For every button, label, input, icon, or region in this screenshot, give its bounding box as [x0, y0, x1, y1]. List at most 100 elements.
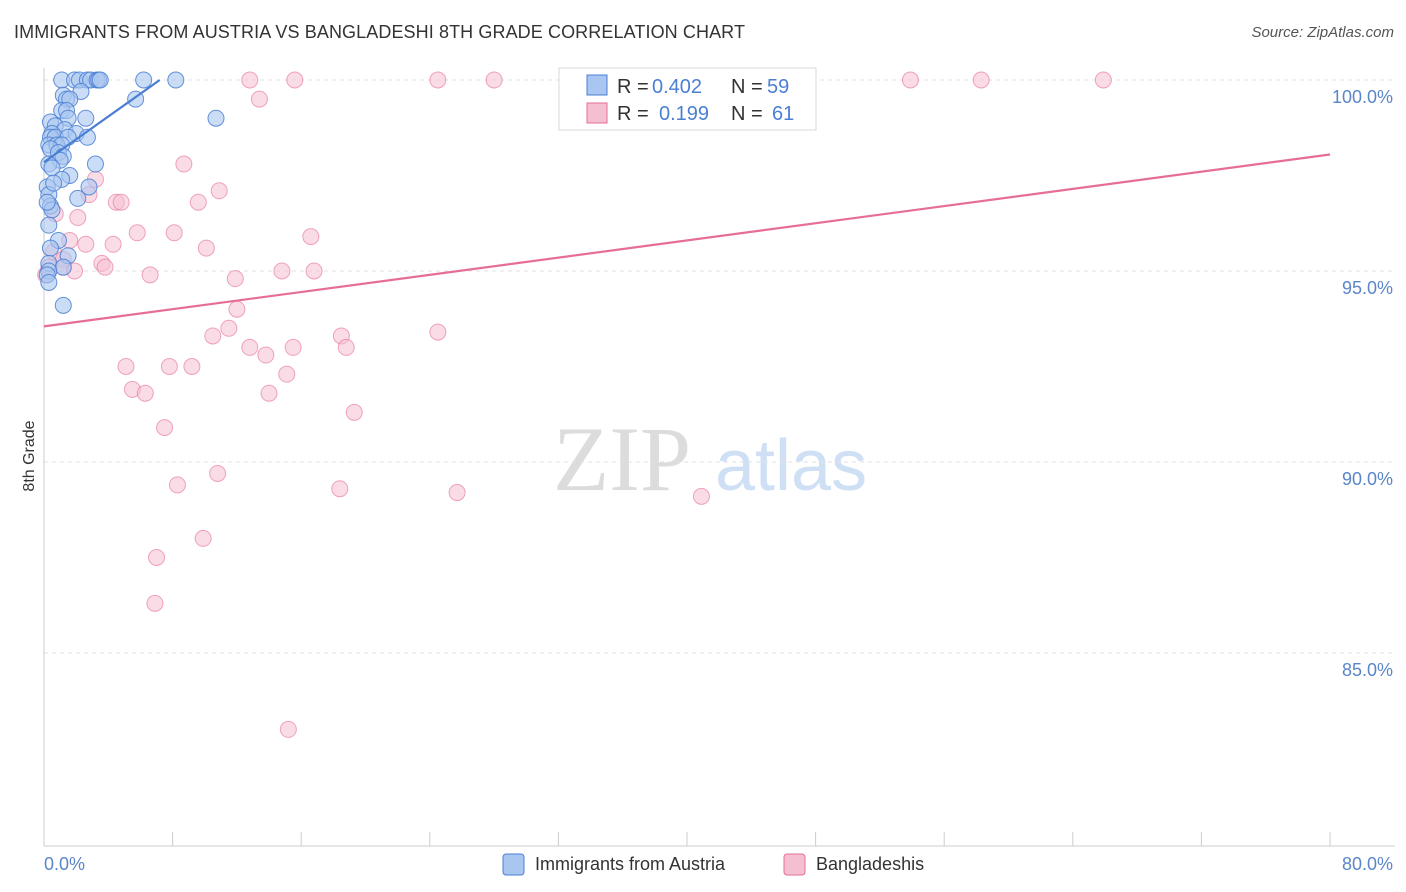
point-bangladeshis-21: [77, 235, 95, 253]
point-bangladeshis-18: [165, 224, 183, 242]
point-bangladeshis-40: [429, 323, 447, 341]
trendline-bangladeshis: [43, 153, 1331, 328]
point-austria-57: [38, 193, 56, 211]
legend-r-value-bangladeshis: 0.199: [659, 103, 709, 125]
point-bangladeshis-57: [448, 484, 466, 502]
chart-source: Source: ZipAtlas.com: [1251, 24, 1394, 41]
point-austria-7: [91, 71, 109, 89]
x-axis-ticks: [43, 832, 1331, 846]
y-tick-label-0: 100.0%: [1332, 87, 1393, 107]
y-tick-labels: 100.0% 95.0% 90.0% 85.0%: [1332, 87, 1393, 680]
point-bangladeshis-8: [175, 155, 193, 173]
point-bangladeshis-27: [96, 258, 114, 276]
point-bangladeshis-4: [901, 71, 919, 89]
point-austria-47: [40, 216, 58, 234]
series-bangladeshis: [37, 71, 1112, 738]
point-bangladeshis-54: [209, 464, 227, 482]
point-bangladeshis-51: [260, 384, 278, 402]
point-bangladeshis-17: [128, 224, 146, 242]
legend-n-value-austria: 59: [767, 76, 789, 98]
point-bangladeshis-19: [302, 228, 320, 246]
point-bangladeshis-52: [345, 403, 363, 421]
point-bangladeshis-43: [337, 338, 355, 356]
point-austria-18: [77, 109, 95, 127]
bottom-legend-austria: Immigrants from Austria: [535, 854, 726, 874]
legend-r-value-austria: 0.402: [652, 76, 702, 98]
point-bangladeshis-35: [226, 270, 244, 288]
x-tick-max: 80.0%: [1342, 854, 1393, 874]
bottom-legend-swatch-bangladeshis: [783, 853, 806, 876]
point-bangladeshis-6: [1094, 71, 1112, 89]
point-bangladeshis-44: [257, 346, 275, 364]
point-bangladeshis-30: [273, 262, 291, 280]
point-bangladeshis-37: [220, 319, 238, 337]
x-tick-min: 0.0%: [44, 854, 85, 874]
bottom-legend-bangladeshis: Bangladeshis: [816, 854, 924, 874]
point-bangladeshis-34: [141, 266, 159, 284]
point-bangladeshis-50: [136, 384, 154, 402]
legend-n-value-bangladeshis: 61: [772, 103, 794, 125]
point-bangladeshis-61: [146, 594, 164, 612]
series-legend: Immigrants from Austria Bangladeshis: [502, 853, 924, 876]
point-bangladeshis-10: [210, 182, 228, 200]
point-bangladeshis-36: [228, 300, 246, 318]
point-austria-55: [40, 273, 58, 291]
gridlines: [44, 79, 1395, 654]
point-bangladeshis-16: [69, 209, 87, 227]
point-austria-44: [69, 189, 87, 207]
point-bangladeshis-38: [204, 327, 222, 345]
point-bangladeshis-3: [485, 71, 503, 89]
point-bangladeshis-0: [241, 71, 259, 89]
point-bangladeshis-55: [168, 476, 186, 494]
point-bangladeshis-41: [241, 338, 259, 356]
point-austria-58: [45, 174, 63, 192]
point-austria-37: [86, 155, 104, 173]
point-bangladeshis-13: [112, 193, 130, 211]
legend-swatch-bangladeshis: [586, 102, 608, 124]
point-bangladeshis-23: [197, 239, 215, 257]
legend-r-label-bangladeshis: R =: [617, 103, 649, 125]
legend-swatch-austria: [586, 74, 608, 96]
point-austria-8: [135, 71, 153, 89]
bottom-legend-swatch-austria: [502, 853, 525, 876]
chart-title: IMMIGRANTS FROM AUSTRIA VS BANGLADESHI 8…: [14, 22, 746, 42]
watermark: ZIP atlas: [553, 408, 867, 510]
legend-r-label-austria: R =: [617, 76, 649, 98]
point-bangladeshis-31: [305, 262, 323, 280]
point-austria-52: [54, 258, 72, 276]
y-axis-label: 8th Grade: [21, 420, 38, 491]
stats-legend: R = 0.402 N = 59 R = 0.199 N = 61: [558, 67, 817, 131]
point-bangladeshis-42: [284, 338, 302, 356]
point-bangladeshis-2: [429, 71, 447, 89]
point-bangladeshis-60: [148, 549, 166, 566]
point-bangladeshis-59: [194, 529, 212, 547]
point-bangladeshis-58: [692, 487, 710, 505]
point-austria-9: [167, 71, 185, 89]
watermark-atlas: atlas: [715, 426, 867, 506]
point-bangladeshis-14: [189, 193, 207, 211]
point-austria-42: [80, 178, 98, 196]
point-bangladeshis-45: [117, 358, 135, 375]
legend-n-label-bangladeshis: N =: [731, 103, 763, 125]
y-tick-label-1: 95.0%: [1342, 278, 1393, 298]
point-bangladeshis-5: [972, 71, 990, 89]
legend-n-label-austria: N =: [731, 76, 763, 98]
point-bangladeshis-7: [250, 90, 268, 108]
point-bangladeshis-53: [156, 419, 174, 437]
point-bangladeshis-56: [331, 480, 349, 498]
point-austria-19: [207, 109, 225, 127]
point-bangladeshis-22: [104, 235, 122, 253]
trendline-austria: [43, 79, 161, 164]
point-bangladeshis-1: [286, 71, 304, 89]
point-bangladeshis-47: [183, 358, 201, 375]
trend-lines: [43, 79, 1331, 328]
y-tick-label-2: 90.0%: [1342, 469, 1393, 489]
point-bangladeshis-62: [279, 720, 297, 738]
point-austria-56: [54, 296, 72, 314]
point-bangladeshis-46: [160, 358, 178, 375]
watermark-zip: ZIP: [553, 408, 691, 510]
point-austria-49: [41, 239, 59, 257]
point-bangladeshis-48: [278, 365, 296, 383]
series-austria: [38, 71, 225, 314]
